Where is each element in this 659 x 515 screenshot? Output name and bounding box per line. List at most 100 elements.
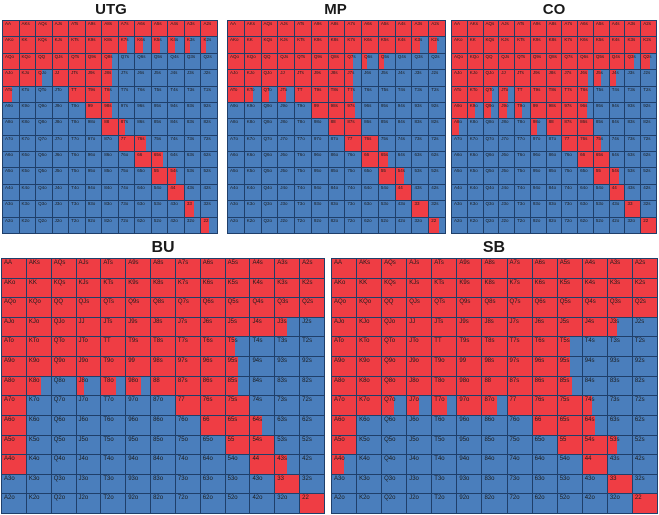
hand-label: 72s [302, 397, 312, 404]
raise-fill [482, 259, 507, 278]
hand-label: J8o [54, 119, 62, 125]
hand-label: T2s [634, 338, 645, 345]
hand-label: K9s [532, 37, 541, 43]
hand-label: 83s [186, 119, 195, 125]
hand-label: KJs [501, 37, 509, 43]
hand-cell: 64s [395, 152, 412, 168]
hand-label: A8s [153, 260, 164, 266]
hand-label: 95o [459, 436, 470, 443]
hand-cell: Q4o [51, 455, 76, 474]
hand-cell: KTo [26, 337, 51, 357]
hand-cell: K2s [641, 37, 656, 53]
raise-fill [593, 152, 609, 168]
hand-cell: A5o [452, 168, 467, 184]
hand-cell: AQo [452, 53, 467, 70]
hand-cell: AQo [332, 298, 357, 317]
hand-label: J9s [459, 318, 469, 325]
hand-cell: KJo [19, 70, 36, 86]
hand-cell: J5o [407, 435, 432, 455]
hand-label: J3s [414, 70, 422, 76]
hand-cell: AKo [2, 278, 26, 298]
hand-cell: 54o [225, 455, 250, 474]
raise-fill [102, 53, 112, 70]
raise-fill [557, 278, 582, 298]
raise-fill [2, 455, 26, 474]
hand-cell: 53o [593, 201, 609, 217]
hand-cell: K9s [311, 37, 328, 53]
raise-fill [562, 53, 578, 70]
raise-fill [69, 70, 85, 86]
hand-label: AKs [359, 260, 371, 266]
raise-fill [2, 415, 26, 435]
hand-cell: Q9o [483, 102, 499, 119]
hand-cell: K8s [151, 278, 175, 298]
hand-cell: A7s [507, 259, 532, 278]
hand-label: 54o [595, 184, 604, 190]
hand-label: T8o [434, 377, 445, 384]
raise-fill [101, 357, 126, 376]
hand-label: AQo [454, 53, 464, 59]
hand-label: Q2s [643, 53, 652, 59]
hand-cell: K6s [362, 37, 378, 53]
hand-cell: JJ [499, 70, 515, 86]
hand-cell: 87s [118, 119, 135, 135]
hand-label: 44 [170, 184, 176, 190]
hand-cell: 76o [345, 152, 362, 168]
raise-fill [632, 259, 657, 278]
hand-cell: 44 [168, 184, 184, 201]
hand-label: 62o [364, 217, 372, 223]
hand-label: J6s [580, 70, 588, 76]
hand-label: Q6o [53, 416, 66, 423]
hand-label: J4s [584, 318, 595, 325]
hand-cell: 55 [557, 435, 582, 455]
raise-fill [250, 278, 275, 298]
hand-cell: QJo [382, 317, 407, 337]
hand-label: Q8s [330, 53, 339, 59]
hand-label: J5s [380, 70, 388, 76]
hand-label: 88 [330, 119, 336, 125]
hand-cell: 62o [200, 494, 225, 513]
hand-cell: 73o [118, 201, 135, 217]
hand-cell: J5o [76, 435, 101, 455]
raise-fill [76, 376, 84, 396]
hand-label: 43o [170, 201, 178, 207]
raise-fill [546, 86, 562, 102]
raise-fill [126, 278, 151, 298]
hand-label: 63o [137, 201, 145, 207]
hand-label: QTs [103, 299, 115, 306]
hand-cell: Q4s [168, 53, 184, 70]
hand-label: A5o [454, 168, 463, 174]
raise-fill [467, 21, 483, 37]
hand-cell: Q9s [311, 53, 328, 70]
hand-cell: AA [3, 21, 19, 37]
hand-label: K3o [28, 475, 40, 482]
hand-label: JTo [409, 338, 419, 345]
hand-cell: T2o [432, 494, 457, 513]
hand-cell: J2s [300, 317, 324, 337]
hand-label: 32s [203, 201, 211, 207]
hand-label: 63s [627, 152, 635, 158]
hand-label: 83s [627, 119, 635, 125]
hand-label: 83o [548, 201, 557, 207]
hand-cell: 92o [530, 217, 546, 233]
raise-fill [457, 298, 482, 317]
raise-fill [85, 102, 102, 119]
hand-cell: 63s [625, 152, 641, 168]
hand-label: T8o [103, 377, 114, 384]
raise-fill [332, 337, 357, 357]
hand-cell: J7o [499, 135, 515, 152]
hand-label: 53s [277, 436, 287, 443]
raise-fill [625, 53, 635, 70]
hand-cell: ATo [452, 86, 467, 102]
hand-cell: J3o [407, 474, 432, 494]
hand-cell: 93s [184, 102, 201, 119]
hand-label: A5s [595, 21, 604, 26]
hand-label: 72o [347, 217, 355, 223]
raise-fill [332, 298, 357, 317]
hand-cell: 42s [201, 184, 217, 201]
hand-cell: 82o [151, 494, 175, 513]
hand-label: 87o [548, 135, 557, 141]
hand-cell: A9o [2, 357, 26, 376]
raise-fill [275, 474, 300, 494]
raise-fill [609, 70, 616, 86]
